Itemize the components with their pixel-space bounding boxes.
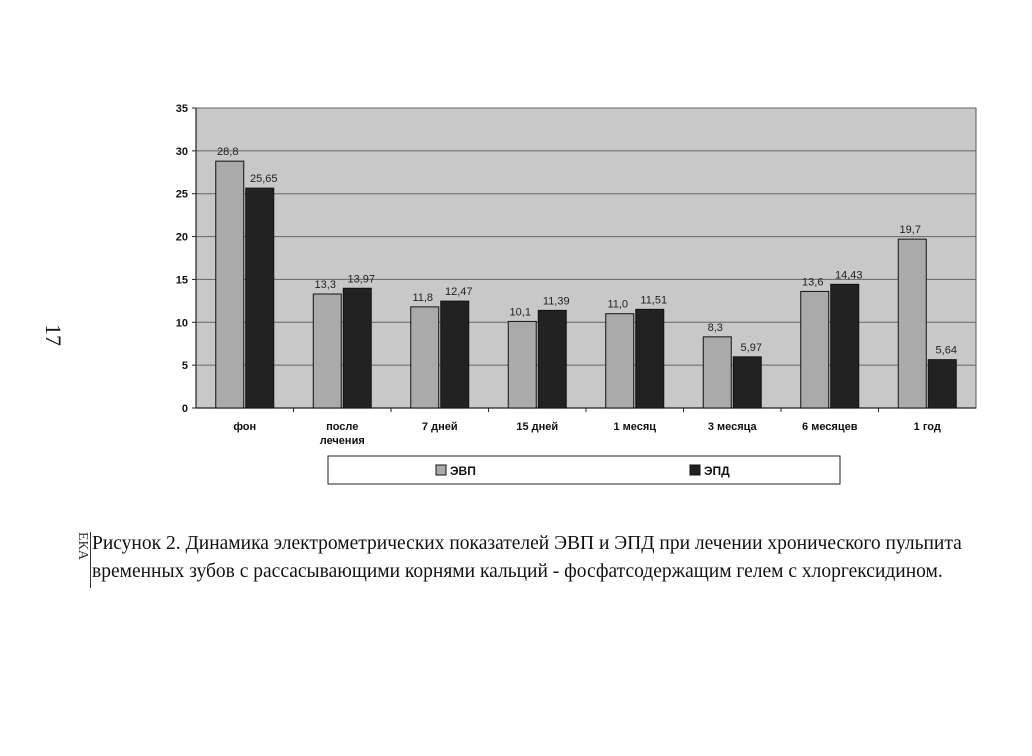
y-tick-label: 10: [176, 317, 188, 329]
bar-evp: [215, 160, 245, 409]
data-label: 12,47: [445, 286, 473, 298]
x-tick-label: лечения: [320, 435, 365, 447]
legend-label: ЭПД: [704, 464, 730, 478]
legend-swatch: [435, 464, 447, 476]
y-tick-label: 0: [182, 403, 188, 415]
data-label: 25,65: [250, 173, 278, 185]
data-label: 10,1: [510, 306, 531, 318]
x-tick-label: 6 месяцев: [802, 421, 858, 433]
data-label: 11,39: [543, 295, 570, 307]
bar-epd: [245, 187, 275, 409]
y-tick-label: 15: [176, 274, 188, 286]
bar-evp: [800, 290, 830, 409]
data-label: 11,51: [640, 294, 667, 306]
y-tick-label: 25: [176, 189, 188, 201]
x-tick-label: 1 год: [914, 421, 941, 433]
data-label: 19,7: [900, 224, 921, 236]
data-label: 13,3: [315, 279, 336, 291]
data-label: 11,8: [412, 292, 433, 304]
y-tick-label: 35: [176, 103, 188, 115]
x-tick-label: 1 месяц: [613, 421, 656, 433]
x-tick-label: 3 месяца: [708, 421, 758, 433]
legend: [327, 455, 841, 485]
data-label: 13,97: [347, 273, 375, 285]
bar-epd: [537, 309, 567, 409]
x-tick-label: 7 дней: [422, 421, 458, 433]
x-tick-label: фон: [233, 421, 256, 433]
bar-evp: [410, 306, 440, 409]
legend-swatch: [689, 464, 701, 476]
bar-evp: [312, 293, 342, 409]
bar-epd: [635, 308, 665, 409]
caption-line-1: Рисунок 2. Динамика электрометрических п…: [92, 533, 962, 554]
bar-epd: [342, 287, 372, 409]
data-label: 8,3: [708, 322, 723, 334]
figure-caption: Рисунок 2. Динамика электрометрических п…: [92, 530, 1012, 586]
legend-label: ЭВП: [450, 464, 476, 478]
y-tick-label: 5: [182, 360, 188, 372]
data-label: 5,97: [741, 342, 762, 354]
bar-evp: [702, 336, 732, 409]
edge-text: ЕКА: [64, 532, 91, 588]
x-tick-label: 15 дней: [516, 421, 558, 433]
bar-epd: [830, 283, 860, 409]
data-label: 13,6: [802, 276, 823, 288]
bar-epd: [927, 359, 957, 409]
y-tick-label: 30: [176, 146, 188, 158]
bar-evp: [897, 238, 927, 409]
data-label: 11,0: [607, 299, 628, 311]
bar-epd: [732, 356, 762, 409]
bar-epd: [440, 300, 470, 409]
x-tick-label: после: [326, 421, 358, 433]
data-label: 5,64: [936, 345, 957, 357]
data-label: 28,8: [217, 146, 238, 158]
data-label: 14,43: [835, 269, 863, 281]
bar-evp: [507, 320, 537, 409]
page-number: 17: [41, 324, 66, 346]
y-tick-label: 20: [176, 232, 188, 244]
bar-evp: [605, 313, 635, 409]
caption-line-2: временных зубов с рассасывающими корнями…: [92, 561, 943, 582]
